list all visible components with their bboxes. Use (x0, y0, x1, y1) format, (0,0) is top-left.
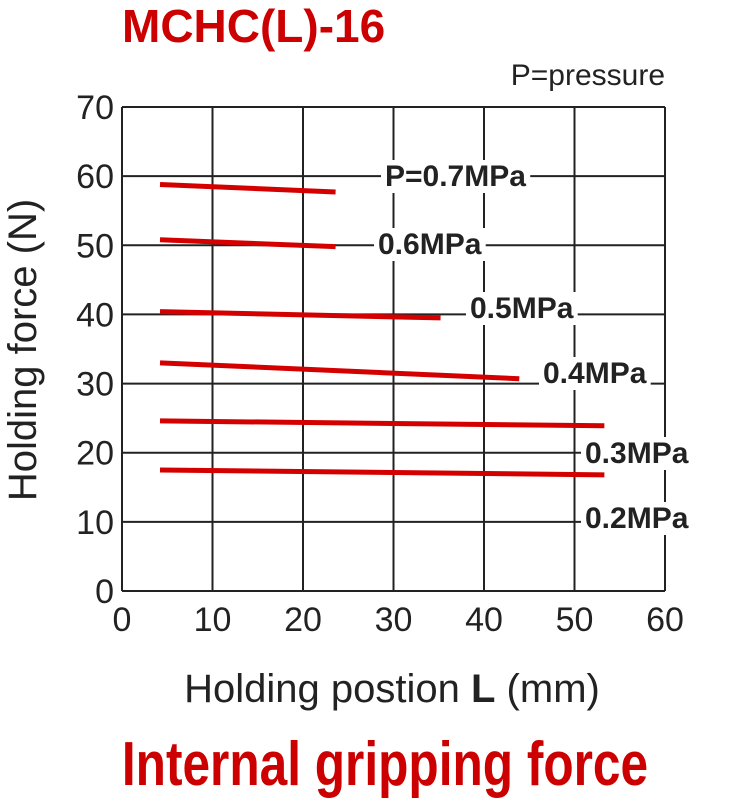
pressure-note: P=pressure (511, 59, 665, 92)
series-label: 0.3MPa (585, 437, 689, 470)
series-label: 0.2MPa (585, 502, 689, 535)
series-labels: P=0.7MPa 0.6MPa 0.5MPa 0.4MPa 0.3MPa 0.2MPa (374, 160, 693, 535)
series-label-background (374, 228, 486, 261)
series-line (159, 418, 605, 429)
x-tick-label: 0 (113, 601, 132, 639)
x-tick-label: 50 (556, 601, 594, 639)
chart-title: MCHC(L)-16 (122, 0, 385, 52)
series-label: 0.5MPa (470, 292, 574, 325)
y-tick-label: 40 (76, 296, 114, 334)
y-tick-label: 60 (76, 158, 114, 196)
series-label-background (581, 502, 693, 535)
series-line (159, 309, 441, 321)
y-axis-label: Holding force (N) (1, 199, 45, 501)
x-tick-label: 40 (465, 601, 503, 639)
series-line (159, 467, 605, 478)
series-label: P=0.7MPa (385, 160, 526, 193)
series-label-background (539, 357, 651, 390)
x-axis-label-suffix: (mm) (495, 667, 599, 711)
series-label: 0.4MPa (543, 357, 647, 390)
series-line (159, 237, 336, 250)
series-line (159, 181, 336, 195)
y-tick-label: 50 (76, 227, 114, 265)
y-tick-label: 20 (76, 435, 114, 473)
series-label-background (381, 160, 531, 193)
x-axis-label-prefix: Holding postion (184, 667, 471, 711)
x-tick-label: 30 (375, 601, 413, 639)
series-label-background (581, 437, 693, 470)
series-line (159, 360, 520, 382)
x-tick-label: 20 (284, 601, 322, 639)
tick-labels: 0 10 20 30 40 50 60 0 10 20 30 40 50 60 70 (76, 89, 684, 639)
y-tick-label: 30 (76, 366, 114, 404)
x-axis-label-bold: L (471, 667, 495, 711)
chart-subtitle: Internal gripping force (122, 729, 648, 799)
x-tick-label: 10 (194, 601, 232, 639)
series-lines (159, 181, 605, 478)
x-axis-label: Holding postion L (mm) (184, 667, 600, 711)
series-label-background (466, 292, 578, 325)
y-tick-label: 10 (76, 504, 114, 542)
series-label: 0.6MPa (378, 228, 482, 261)
y-tick-label: 0 (95, 573, 114, 611)
x-tick-label: 60 (646, 601, 684, 639)
y-tick-label: 70 (76, 89, 114, 127)
